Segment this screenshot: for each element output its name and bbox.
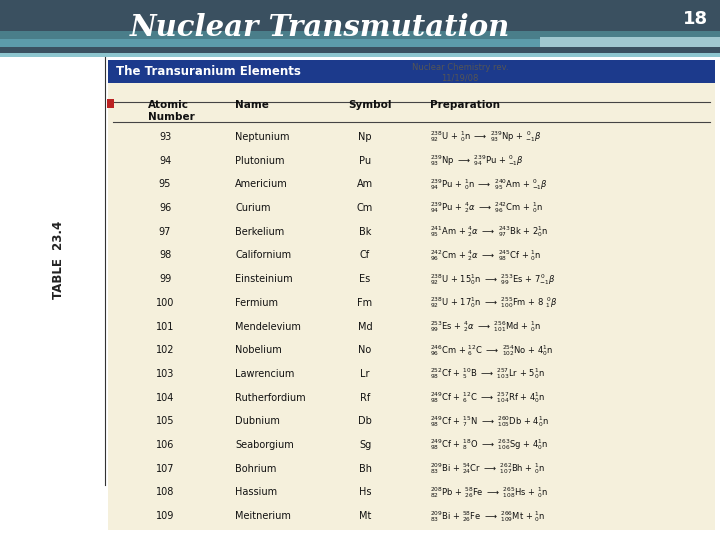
Text: No: No xyxy=(359,345,372,355)
Text: 106: 106 xyxy=(156,440,174,450)
Text: Dubnium: Dubnium xyxy=(235,416,280,426)
Text: $^{239}_{94}$Pu + $^{1}_{0}$n $\longrightarrow$ $^{240}_{95}$Am + $^{\,0}_{-1}\b: $^{239}_{94}$Pu + $^{1}_{0}$n $\longrigh… xyxy=(430,177,548,192)
Text: Californium: Californium xyxy=(235,251,291,260)
Text: Fermium: Fermium xyxy=(235,298,278,308)
Text: $^{238}_{92}$U + 17$^{1}_{0}$n $\longrightarrow$ $^{255}_{100}$Fm + 8 $^{\,0}_{1: $^{238}_{92}$U + 17$^{1}_{0}$n $\longrig… xyxy=(430,295,557,310)
Text: $^{238}_{92}$U + $^{1}_{0}$n $\longrightarrow$ $^{239}_{93}$Np + $^{\,0}_{-1}\be: $^{238}_{92}$U + $^{1}_{0}$n $\longright… xyxy=(430,130,541,144)
Text: Mt: Mt xyxy=(359,511,372,521)
Text: Americium: Americium xyxy=(235,179,288,189)
Text: 99: 99 xyxy=(159,274,171,284)
Text: $^{249}_{98}$Cf + $^{15}_{7}$N $\longrightarrow$ $^{260}_{105}$Db + 4$^{1}_{0}$n: $^{249}_{98}$Cf + $^{15}_{7}$N $\longrig… xyxy=(430,414,549,429)
Text: $^{249}_{98}$Cf + $^{12}_{6}$C $\longrightarrow$ $^{257}_{104}$Rf + 4$^{1}_{0}$n: $^{249}_{98}$Cf + $^{12}_{6}$C $\longrig… xyxy=(430,390,546,405)
Text: 108: 108 xyxy=(156,488,174,497)
Text: Cm: Cm xyxy=(357,203,373,213)
Text: 102: 102 xyxy=(156,345,174,355)
Text: 96: 96 xyxy=(159,203,171,213)
Text: Am: Am xyxy=(357,179,373,189)
Text: $^{239}_{93}$Np $\longrightarrow$ $^{239}_{94}$Pu + $^{\,0}_{-1}\beta$: $^{239}_{93}$Np $\longrightarrow$ $^{239… xyxy=(430,153,524,168)
Text: 103: 103 xyxy=(156,369,174,379)
Text: TABLE  23.4: TABLE 23.4 xyxy=(52,221,65,299)
Bar xyxy=(107,99,114,108)
Text: Db: Db xyxy=(358,416,372,426)
Text: $^{246}_{96}$Cm + $^{12}_{6}$C $\longrightarrow$ $^{254}_{102}$No + 4$^{1}_{0}$n: $^{246}_{96}$Cm + $^{12}_{6}$C $\longrig… xyxy=(430,343,554,357)
Text: $^{242}_{96}$Cm + $^{4}_{2}\alpha$ $\longrightarrow$ $^{245}_{98}$Cf + $^{1}_{0}: $^{242}_{96}$Cm + $^{4}_{2}\alpha$ $\lon… xyxy=(430,248,541,263)
Text: $^{238}_{92}$U + 15$^{1}_{0}$n $\longrightarrow$ $^{253}_{99}$Es + 7$^{\,0}_{-1}: $^{238}_{92}$U + 15$^{1}_{0}$n $\longrig… xyxy=(430,272,556,287)
Text: Symbol: Symbol xyxy=(348,100,392,110)
Text: $^{253}_{99}$Es + $^{4}_{2}\alpha$ $\longrightarrow$ $^{256}_{101}$Md + $^{1}_{0: $^{253}_{99}$Es + $^{4}_{2}\alpha$ $\lon… xyxy=(430,319,541,334)
Text: Lawrencium: Lawrencium xyxy=(235,369,294,379)
Text: Neptunium: Neptunium xyxy=(235,132,289,142)
Text: 18: 18 xyxy=(683,10,708,28)
Text: Hassium: Hassium xyxy=(235,488,277,497)
Text: 98: 98 xyxy=(159,251,171,260)
Text: Nobelium: Nobelium xyxy=(235,345,282,355)
Text: 109: 109 xyxy=(156,511,174,521)
Text: $^{208}_{82}$Pb + $^{58}_{26}$Fe $\longrightarrow$ $^{265}_{108}$Hs + $^{1}_{0}$: $^{208}_{82}$Pb + $^{58}_{26}$Fe $\longr… xyxy=(430,485,548,500)
Text: 97: 97 xyxy=(159,227,171,237)
Text: Pu: Pu xyxy=(359,156,371,166)
Text: Meitnerium: Meitnerium xyxy=(235,511,291,521)
Text: Md: Md xyxy=(358,321,372,332)
Text: Rf: Rf xyxy=(360,393,370,403)
Text: Preparation: Preparation xyxy=(430,100,500,110)
Text: The Transuranium Elements: The Transuranium Elements xyxy=(116,65,301,78)
Text: 95: 95 xyxy=(159,179,171,189)
Text: Bk: Bk xyxy=(359,227,372,237)
Text: Plutonium: Plutonium xyxy=(235,156,284,166)
Text: 94: 94 xyxy=(159,156,171,166)
Bar xyxy=(0,53,720,57)
Text: Einsteinium: Einsteinium xyxy=(235,274,292,284)
Text: 101: 101 xyxy=(156,321,174,332)
Text: Nuclear Transmutation: Nuclear Transmutation xyxy=(130,12,510,42)
Text: $^{239}_{94}$Pu + $^{4}_{2}\alpha$ $\longrightarrow$ $^{242}_{96}$Cm + $^{1}_{0}: $^{239}_{94}$Pu + $^{4}_{2}\alpha$ $\lon… xyxy=(430,200,543,215)
Text: Sg: Sg xyxy=(359,440,371,450)
Text: $^{252}_{98}$Cf + $^{10}_{5}$B $\longrightarrow$ $^{257}_{103}$Lr + 5$^{1}_{0}$n: $^{252}_{98}$Cf + $^{10}_{5}$B $\longrig… xyxy=(430,367,545,381)
Text: Fm: Fm xyxy=(357,298,372,308)
Text: 105: 105 xyxy=(156,416,174,426)
Text: Seaborgium: Seaborgium xyxy=(235,440,294,450)
Bar xyxy=(108,60,715,83)
Text: 104: 104 xyxy=(156,393,174,403)
Bar xyxy=(0,0,720,55)
Text: Berkelium: Berkelium xyxy=(235,227,284,237)
Text: 100: 100 xyxy=(156,298,174,308)
Text: $^{209}_{83}$Bi + $^{58}_{26}$Fe $\longrightarrow$ $^{266}_{109}$Mt + $^{1}_{0}$: $^{209}_{83}$Bi + $^{58}_{26}$Fe $\longr… xyxy=(430,509,545,524)
Text: Hs: Hs xyxy=(359,488,372,497)
Bar xyxy=(0,39,720,47)
Text: Mendelevium: Mendelevium xyxy=(235,321,301,332)
Text: Cf: Cf xyxy=(360,251,370,260)
Text: Np: Np xyxy=(358,132,372,142)
Bar xyxy=(0,31,720,47)
Text: 107: 107 xyxy=(156,464,174,474)
Bar xyxy=(108,60,715,530)
Text: Bh: Bh xyxy=(359,464,372,474)
Bar xyxy=(540,37,720,47)
Text: $^{241}_{95}$Am + $^{4}_{2}\alpha$ $\longrightarrow$ $^{243}_{97}$Bk + 2$^{1}_{0: $^{241}_{95}$Am + $^{4}_{2}\alpha$ $\lon… xyxy=(430,224,549,239)
Text: Curium: Curium xyxy=(235,203,271,213)
Text: $^{209}_{83}$Bi + $^{54}_{24}$Cr $\longrightarrow$ $^{262}_{107}$Bh + $^{1}_{0}$: $^{209}_{83}$Bi + $^{54}_{24}$Cr $\longr… xyxy=(430,461,545,476)
Text: Rutherfordium: Rutherfordium xyxy=(235,393,305,403)
Text: Name: Name xyxy=(235,100,269,110)
Text: $^{249}_{98}$Cf + $^{18}_{8}$O $\longrightarrow$ $^{263}_{106}$Sg + 4$^{1}_{0}$n: $^{249}_{98}$Cf + $^{18}_{8}$O $\longrig… xyxy=(430,437,548,453)
Text: Atomic
Number: Atomic Number xyxy=(148,100,194,122)
Text: Bohrium: Bohrium xyxy=(235,464,276,474)
Text: 93: 93 xyxy=(159,132,171,142)
Text: Lr: Lr xyxy=(360,369,370,379)
Text: Nuclear Chemistry rev.: Nuclear Chemistry rev. xyxy=(412,64,508,72)
Text: Es: Es xyxy=(359,274,371,284)
Text: 11/19/08: 11/19/08 xyxy=(441,73,479,83)
